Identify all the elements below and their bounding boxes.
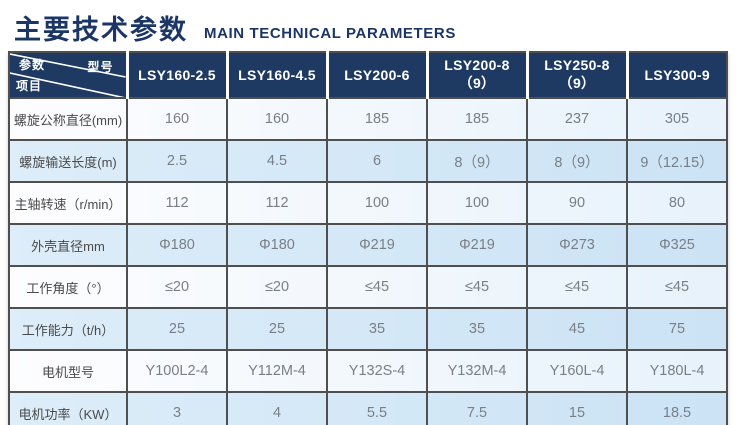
technical-parameters-table: 参数 型号 项目 LSY160-2.5 LSY160-4.5 LSY200-6 LSY… (8, 51, 728, 425)
cell-value: Y180L-4 (626, 349, 728, 393)
column-header-model: LSY200-6 (325, 51, 429, 99)
cell-value: 112 (126, 181, 228, 225)
row-label: 螺旋输送长度(m) (8, 139, 128, 183)
row-label: 外壳直径mm (8, 223, 128, 267)
table-row: 螺旋输送长度(m) 2.5 4.5 6 8（9） 8（9） 9（12.15） (8, 139, 728, 183)
cell-value: Y160L-4 (526, 349, 628, 393)
table-row: 工作能力（t/h） 25 25 35 35 45 75 (8, 307, 728, 351)
cell-value: 7.5 (426, 391, 528, 425)
cell-value: 8（9） (526, 139, 628, 183)
cell-value: 100 (326, 181, 428, 225)
table-row: 外壳直径mm Φ180 Φ180 Φ219 Φ219 Φ273 Φ325 (8, 223, 728, 267)
cell-value: 80 (626, 181, 728, 225)
cell-value: 185 (326, 97, 428, 141)
cell-value: 25 (226, 307, 328, 351)
cell-value: 3 (126, 391, 228, 425)
row-label: 工作能力（t/h） (8, 307, 128, 351)
corner-item-label: 项目 (16, 79, 43, 93)
cell-value: Y100L2-4 (126, 349, 228, 393)
column-header-model: LSY200-8（9） (425, 51, 529, 99)
table-row: 电机型号 Y100L2-4 Y112M-4 Y132S-4 Y132M-4 Y160L-4… (8, 349, 728, 393)
cell-value: Y112M-4 (226, 349, 328, 393)
cell-value: 18.5 (626, 391, 728, 425)
page-title: 主要技术参数 MAIN TECHNICAL PARAMETERS (8, 6, 728, 44)
table-header-row: 参数 型号 项目 LSY160-2.5 LSY160-4.5 LSY200-6 LSY… (8, 51, 728, 99)
cell-value: 2.5 (126, 139, 228, 183)
corner-param-label: 参数 (19, 58, 46, 72)
cell-value: 25 (126, 307, 228, 351)
cell-value: Φ325 (626, 223, 728, 267)
cell-value: 90 (526, 181, 628, 225)
cell-value: Φ219 (326, 223, 428, 267)
cell-value: 237 (526, 97, 628, 141)
cell-value: 8（9） (426, 139, 528, 183)
cell-value: 4.5 (226, 139, 328, 183)
cell-value: Φ273 (526, 223, 628, 267)
cell-value: 5.5 (326, 391, 428, 425)
cell-value: 35 (426, 307, 528, 351)
cell-value: 9（12.15） (626, 139, 728, 183)
cell-value: ≤45 (326, 265, 428, 309)
corner-model-label: 型号 (87, 60, 114, 74)
column-header-model: LSY300-9 (625, 51, 728, 99)
cell-value: 6 (326, 139, 428, 183)
page-title-english: MAIN TECHNICAL PARAMETERS (204, 25, 456, 42)
column-header-model: LSY160-2.5 (125, 51, 229, 99)
cell-value: 160 (226, 97, 328, 141)
cell-value: 100 (426, 181, 528, 225)
cell-value: 75 (626, 307, 728, 351)
row-label: 主轴转速（r/min） (8, 181, 128, 225)
table-row: 电机功率（KW） 3 4 5.5 7.5 15 18.5 (8, 391, 728, 425)
cell-value: 4 (226, 391, 328, 425)
page-title-chinese: 主要技术参数 (14, 15, 188, 45)
diagonal-divider-lines (10, 53, 126, 97)
cell-value: 35 (326, 307, 428, 351)
cell-value: ≤45 (526, 265, 628, 309)
cell-value: 15 (526, 391, 628, 425)
cell-value: ≤45 (626, 265, 728, 309)
row-label: 螺旋公称直径(mm) (8, 97, 128, 141)
cell-value: 112 (226, 181, 328, 225)
table-row: 主轴转速（r/min） 112 112 100 100 90 80 (8, 181, 728, 225)
cell-value: 45 (526, 307, 628, 351)
row-label: 工作角度（°） (8, 265, 128, 309)
row-label: 电机功率（KW） (8, 391, 128, 425)
cell-value: Φ180 (226, 223, 328, 267)
table-row: 工作角度（°） ≤20 ≤20 ≤45 ≤45 ≤45 ≤45 (8, 265, 728, 309)
cell-value: 185 (426, 97, 528, 141)
table-row: 螺旋公称直径(mm) 160 160 185 185 237 305 (8, 97, 728, 141)
cell-value: ≤20 (226, 265, 328, 309)
corner-header-cell: 参数 型号 项目 (8, 51, 129, 99)
cell-value: Φ180 (126, 223, 228, 267)
column-header-model: LSY160-4.5 (225, 51, 329, 99)
cell-value: 160 (126, 97, 228, 141)
cell-value: Y132S-4 (326, 349, 428, 393)
cell-value: 305 (626, 97, 728, 141)
cell-value: Y132M-4 (426, 349, 528, 393)
row-label: 电机型号 (8, 349, 128, 393)
column-header-model: LSY250-8（9） (525, 51, 629, 99)
cell-value: Φ219 (426, 223, 528, 267)
cell-value: ≤20 (126, 265, 228, 309)
cell-value: ≤45 (426, 265, 528, 309)
